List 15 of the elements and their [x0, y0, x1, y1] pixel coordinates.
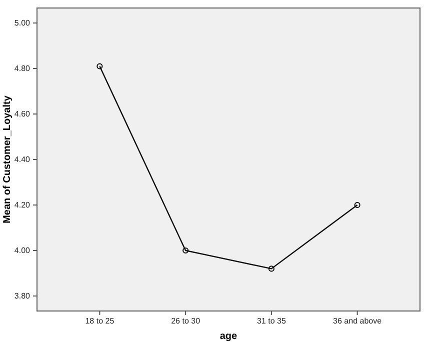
- x-tick-label: 18 to 25: [85, 316, 115, 326]
- y-tick-label: 4.20: [14, 200, 31, 210]
- x-tick-label: 31 to 35: [256, 316, 286, 326]
- point: [268, 266, 274, 272]
- y-tick-label: 4.00: [14, 246, 31, 256]
- y-tick-label: 5.00: [14, 18, 31, 28]
- y-axis-title: Mean of Customer_Loyalty: [2, 95, 13, 224]
- x-tick-label: 36 and above: [333, 316, 382, 326]
- point: [182, 247, 189, 254]
- y-tick-label: 4.40: [14, 155, 31, 164]
- y-tick-label: 4.80: [14, 64, 31, 74]
- x-tick-label: 26 to 30: [171, 316, 201, 326]
- y-tick-label: 3.80: [14, 292, 31, 301]
- y-tick-label: 4.60: [14, 110, 31, 119]
- x-axis-title: age: [220, 331, 238, 342]
